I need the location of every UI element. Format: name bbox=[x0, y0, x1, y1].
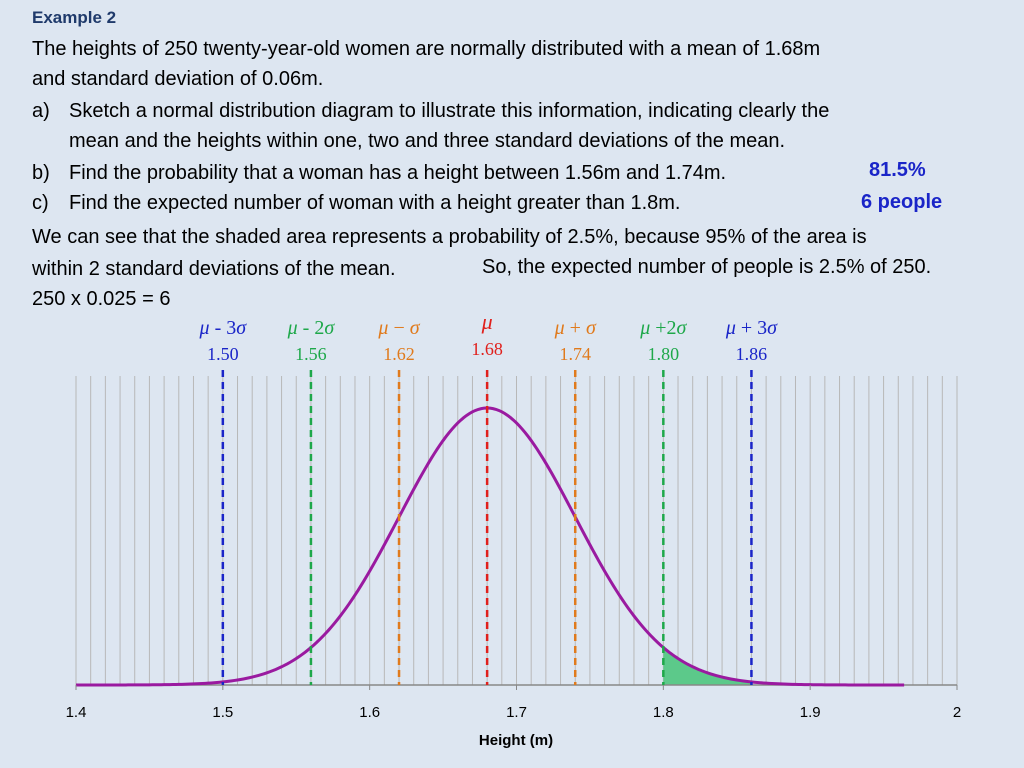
explanation-line-2a: within 2 standard deviations of the mean… bbox=[32, 258, 396, 280]
explanation-line-2b: So, the expected number of people is 2.5… bbox=[482, 256, 932, 278]
chart-gridlines bbox=[75, 376, 958, 685]
x-axis-ticks: 1.4 1.5 1.6 1.7 1.8 1.9 2 bbox=[66, 685, 961, 721]
sd-operator: +2 bbox=[650, 317, 676, 339]
explanation-line-3: 250 x 0.025 = 6 bbox=[32, 288, 171, 310]
sigma-symbol: σ bbox=[324, 317, 335, 339]
problem-line-2: and standard deviation of 0.06m. bbox=[32, 68, 324, 90]
sd-marker-label: μ +2σ bbox=[639, 317, 687, 339]
sd-marker-label: μ + 3σ bbox=[725, 317, 778, 339]
mu-symbol: μ bbox=[639, 317, 650, 339]
sd-marker-value: 1.50 bbox=[207, 344, 239, 364]
sd-marker-value: 1.74 bbox=[559, 344, 591, 364]
sd-marker-value: 1.56 bbox=[295, 344, 327, 364]
mu-symbol: μ bbox=[554, 317, 565, 339]
part-b-marker: b) bbox=[32, 162, 50, 184]
sd-marker-label: μ + σ bbox=[554, 317, 597, 339]
x-tick-label: 1.4 bbox=[66, 704, 87, 721]
sd-marker-value: 1.80 bbox=[648, 344, 680, 364]
part-a-line-2: mean and the heights within one, two and… bbox=[69, 130, 786, 152]
sd-operator: - 2 bbox=[298, 317, 325, 339]
sd-marker-value: 1.68 bbox=[471, 339, 503, 359]
sd-marker-label: μ - 3σ bbox=[199, 317, 248, 339]
sd-operator: + bbox=[565, 317, 586, 339]
x-tick-label: 1.6 bbox=[359, 704, 380, 721]
explanation-line-1: We can see that the shaded area represen… bbox=[32, 226, 867, 248]
sd-operator: + 3 bbox=[736, 317, 767, 339]
mu-symbol: μ bbox=[287, 317, 298, 339]
sigma-symbol: σ bbox=[767, 317, 778, 339]
part-b-answer: 81.5% bbox=[869, 159, 926, 181]
shaded-tail-area bbox=[663, 647, 752, 685]
sd-marker-value: 1.86 bbox=[736, 344, 768, 364]
x-tick-label: 1.8 bbox=[653, 704, 674, 721]
mu-symbol: μ bbox=[199, 317, 210, 339]
x-tick-label: 2 bbox=[953, 704, 961, 721]
example-heading: Example 2 bbox=[32, 8, 117, 27]
sd-marker-label: μ - 2σ bbox=[287, 317, 336, 339]
sd-marker-label: μ bbox=[481, 309, 493, 334]
x-tick-label: 1.9 bbox=[800, 704, 821, 721]
sd-marker-label: μ − σ bbox=[377, 317, 420, 339]
sigma-symbol: σ bbox=[410, 317, 421, 339]
sigma-symbol: σ bbox=[236, 317, 247, 339]
sigma-symbol: σ bbox=[586, 317, 597, 339]
sd-operator: − bbox=[388, 317, 409, 339]
part-c-marker: c) bbox=[32, 192, 49, 214]
x-axis-label: Height (m) bbox=[479, 732, 553, 749]
part-b-text: Find the probability that a woman has a … bbox=[69, 162, 727, 184]
mu-symbol: μ bbox=[725, 317, 736, 339]
mu-symbol: μ bbox=[481, 309, 493, 334]
sd-marker-value: 1.62 bbox=[383, 344, 415, 364]
part-c-answer: 6 people bbox=[861, 191, 943, 213]
x-tick-label: 1.7 bbox=[506, 704, 527, 721]
part-a-marker: a) bbox=[32, 100, 50, 122]
part-a-line-1: Sketch a normal distribution diagram to … bbox=[69, 100, 830, 122]
x-tick-label: 1.5 bbox=[212, 704, 233, 721]
problem-line-1: The heights of 250 twenty-year-old women… bbox=[32, 38, 821, 60]
sd-operator: - 3 bbox=[210, 317, 237, 339]
normal-curve bbox=[75, 406, 905, 687]
mu-symbol: μ bbox=[377, 317, 388, 339]
part-c-text: Find the expected number of woman with a… bbox=[69, 192, 681, 214]
sigma-symbol: σ bbox=[677, 317, 688, 339]
